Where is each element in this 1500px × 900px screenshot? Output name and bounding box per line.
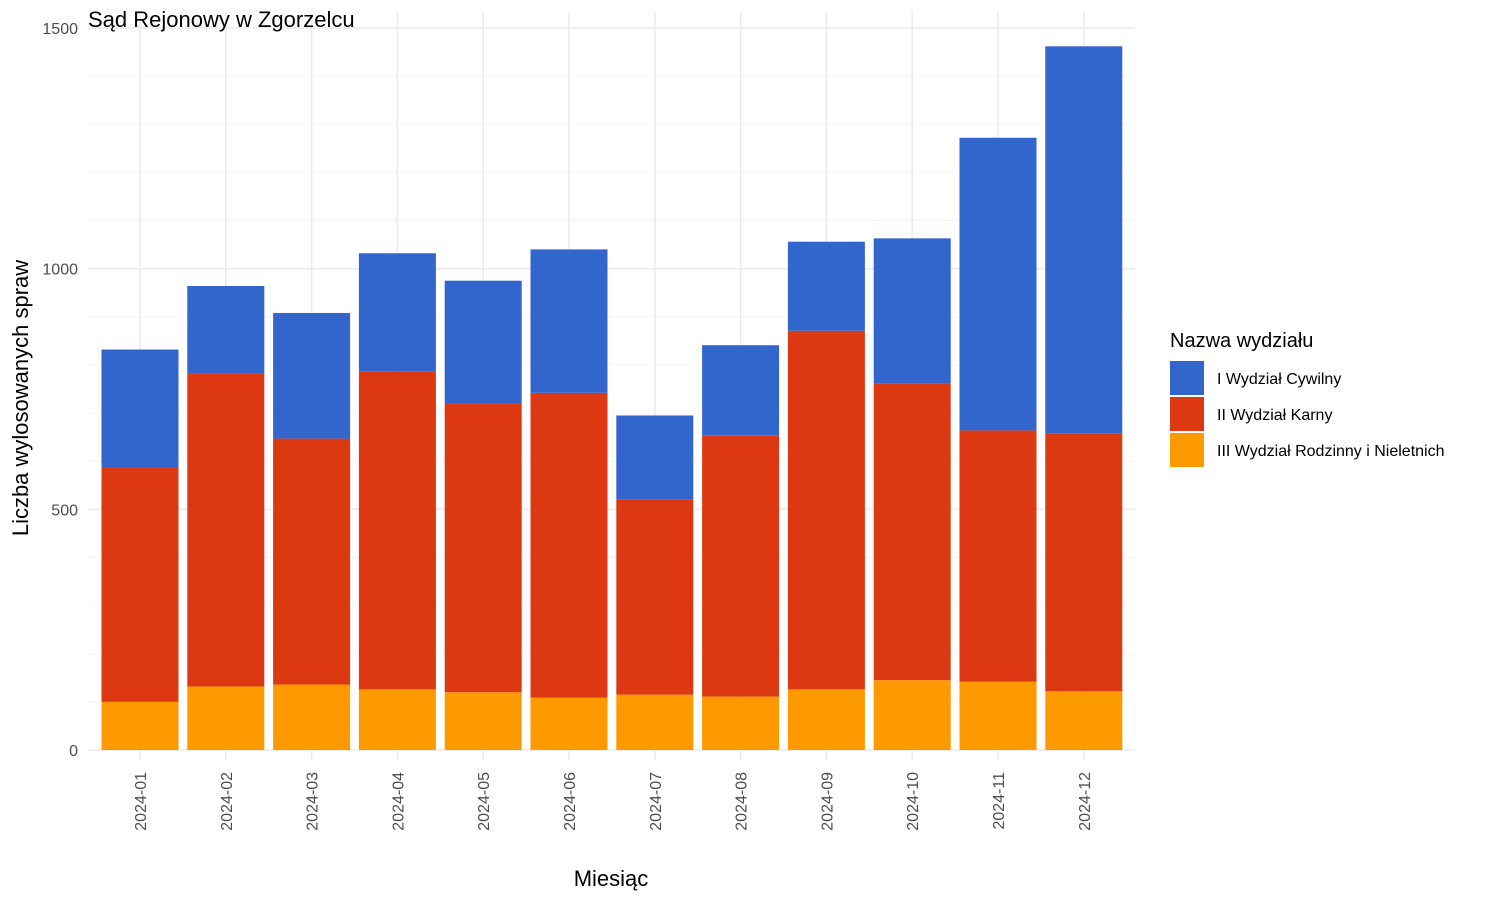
y-axis-ticks: 0 500 1000 1500 (42, 21, 78, 760)
bar-segment (444, 403, 522, 693)
y-axis-title: Liczba wylosowanych spraw (8, 260, 33, 536)
y-tick-label: 1500 (42, 21, 78, 38)
bar-segment (530, 697, 608, 750)
bar-segment (959, 681, 1037, 750)
bar-segment (273, 312, 351, 439)
bar-segment (187, 285, 265, 374)
bar-segment (702, 435, 780, 697)
x-tick-label: 2024-10 (905, 772, 922, 831)
bars (101, 46, 1123, 750)
x-axis-ticks: 2024-01 2024-02 2024-03 2024-04 2024-05 2024-… (133, 772, 1094, 831)
bar-segment (702, 696, 780, 750)
bar-segment (530, 249, 608, 393)
x-tick-label: 2024-08 (734, 772, 751, 831)
legend-key (1170, 397, 1204, 431)
y-tick-label: 0 (69, 743, 78, 760)
bar-segment (358, 371, 436, 690)
bar-segment (101, 467, 179, 702)
bar-segment (187, 686, 265, 750)
bar-segment (444, 692, 522, 750)
x-tick-label: 2024-07 (648, 772, 665, 831)
legend-title: Nazwa wydziału (1170, 330, 1313, 352)
legend-key (1170, 433, 1204, 467)
bar-segment (702, 345, 780, 436)
x-tick-label: 2024-06 (562, 772, 579, 831)
x-axis-title: Miesiąc (574, 866, 649, 891)
bar-segment (1045, 691, 1123, 750)
x-tick-label: 2024-01 (133, 772, 150, 831)
x-tick-label: 2024-02 (219, 772, 236, 831)
bar-segment (101, 701, 179, 750)
legend-label: II Wydział Karny (1217, 407, 1332, 424)
bar-segment (1045, 433, 1123, 692)
bar-segment (616, 415, 694, 500)
x-tick-label: 2024-09 (819, 772, 836, 831)
legend-label: I Wydział Cywilny (1217, 371, 1341, 388)
bar-segment (616, 694, 694, 750)
x-tick-label: 2024-11 (991, 772, 1008, 830)
bar-segment (873, 680, 951, 750)
legend-key (1170, 361, 1204, 395)
bar-segment (787, 689, 865, 750)
bar-segment (358, 689, 436, 750)
legend: Nazwa wydziału I Wydział Cywilny II Wydzi… (1170, 330, 1445, 467)
x-tick-label: 2024-05 (476, 772, 493, 831)
bar-segment (101, 349, 179, 468)
bar-segment (959, 137, 1037, 431)
bar-segment (358, 253, 436, 372)
bar-segment (530, 392, 608, 698)
bar-segment (273, 438, 351, 685)
legend-label: III Wydział Rodzinny i Nieletnich (1217, 443, 1445, 460)
x-tick-label: 2024-12 (1077, 772, 1094, 831)
bar-segment (873, 383, 951, 681)
x-tick-label: 2024-04 (390, 772, 407, 831)
bar-segment (273, 684, 351, 750)
chart-title: Sąd Rejonowy w Zgorzelcu (88, 7, 355, 32)
y-tick-label: 1000 (42, 262, 78, 279)
bar-segment (787, 241, 865, 331)
bar-segment (787, 330, 865, 690)
x-tick-label: 2024-03 (305, 772, 322, 831)
y-tick-label: 500 (51, 502, 78, 519)
bar-segment (959, 430, 1037, 682)
bar-segment (444, 280, 522, 404)
bar-segment (873, 238, 951, 384)
bar-segment (616, 499, 694, 695)
bar-segment (1045, 46, 1123, 434)
bar-segment (187, 373, 265, 687)
